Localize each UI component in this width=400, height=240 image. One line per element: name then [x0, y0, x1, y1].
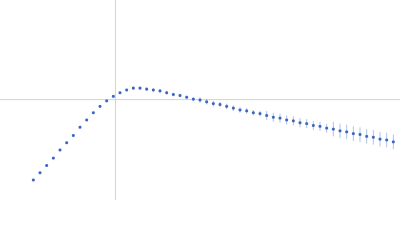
point	[391, 140, 395, 144]
point	[218, 103, 222, 107]
point	[105, 99, 109, 103]
point	[98, 104, 102, 108]
point	[285, 118, 289, 122]
point	[38, 171, 42, 175]
point	[225, 104, 229, 108]
point	[378, 137, 382, 141]
point	[278, 116, 282, 120]
point	[238, 108, 242, 112]
point	[198, 98, 202, 102]
point	[151, 88, 155, 92]
point	[311, 123, 315, 127]
point	[211, 102, 215, 106]
point	[178, 93, 182, 97]
point	[251, 111, 255, 115]
point	[385, 138, 389, 142]
point	[45, 163, 49, 167]
point	[131, 86, 135, 90]
point	[71, 133, 75, 137]
point	[31, 178, 35, 182]
point	[365, 134, 369, 138]
point	[231, 106, 235, 110]
point	[171, 93, 175, 97]
point	[158, 89, 162, 93]
point	[58, 148, 62, 152]
point	[91, 111, 95, 115]
point	[325, 126, 329, 130]
point	[51, 156, 55, 160]
chart	[0, 0, 400, 200]
point	[125, 88, 129, 92]
point	[185, 95, 189, 99]
point	[345, 130, 349, 134]
point	[351, 132, 355, 136]
point	[298, 121, 302, 125]
point	[78, 125, 82, 129]
point	[258, 112, 262, 116]
point	[145, 87, 149, 91]
point	[205, 100, 209, 104]
point	[245, 109, 249, 113]
point	[271, 115, 275, 119]
point	[338, 129, 342, 133]
point	[305, 122, 309, 126]
point	[191, 97, 195, 101]
point	[85, 118, 89, 122]
point	[318, 124, 322, 128]
point	[371, 135, 375, 139]
point	[118, 91, 122, 95]
point	[65, 141, 69, 145]
point	[165, 91, 169, 95]
point	[138, 86, 142, 90]
point	[358, 133, 362, 137]
point	[331, 127, 335, 131]
point	[111, 94, 115, 98]
point	[265, 113, 269, 117]
page: {"chart_data": {"type": "scatter", "xlim…	[0, 0, 400, 200]
point	[291, 119, 295, 123]
